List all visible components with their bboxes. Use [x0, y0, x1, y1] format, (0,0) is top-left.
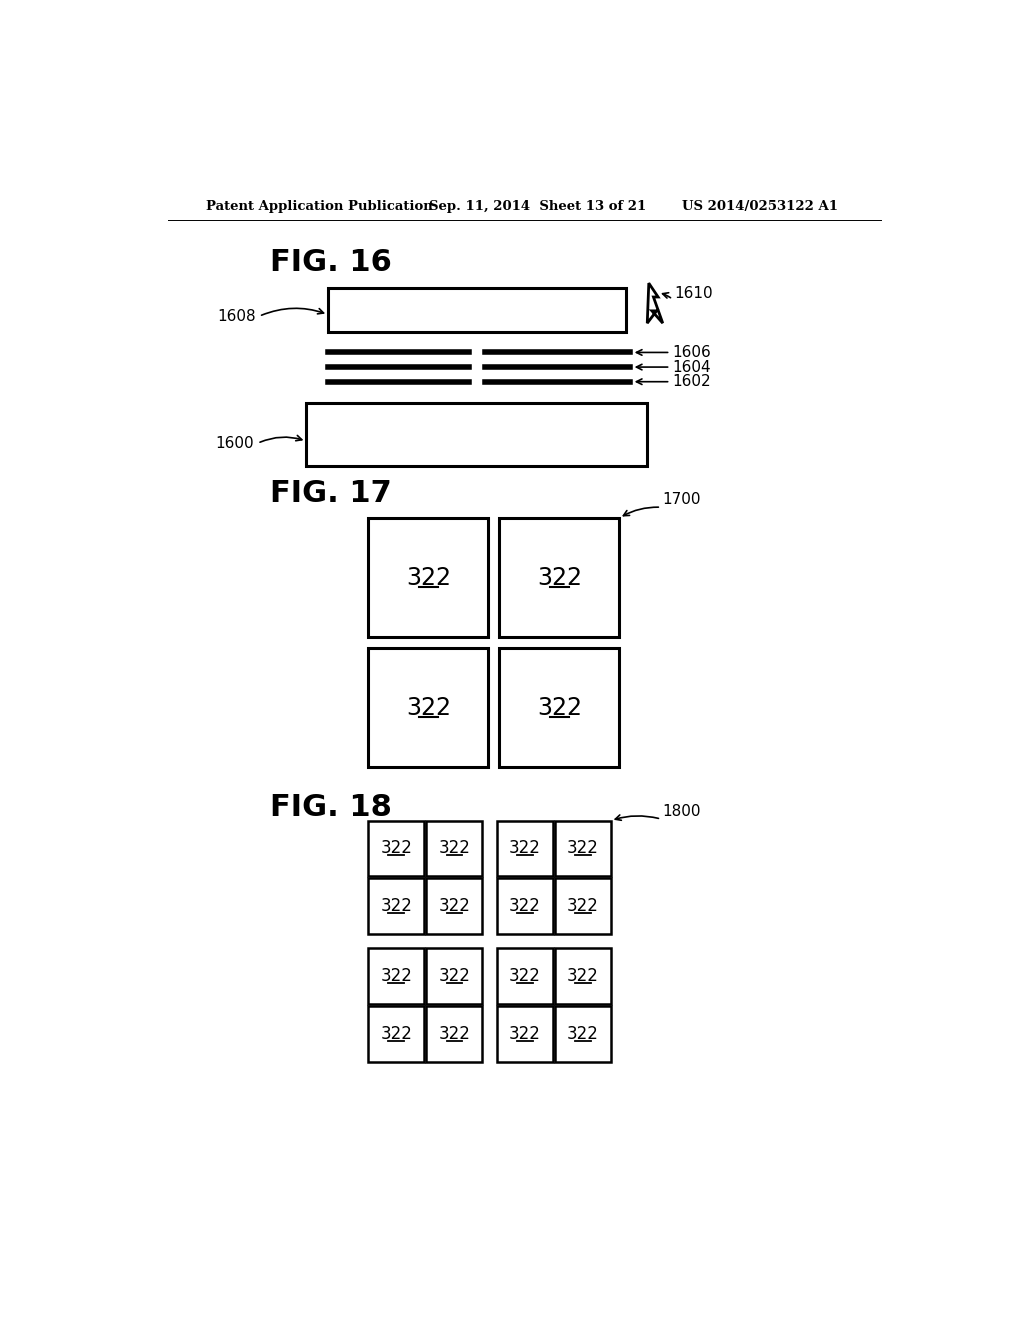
Text: 322: 322	[537, 696, 582, 719]
Bar	[497, 948, 553, 1003]
Text: 322: 322	[380, 1024, 412, 1043]
Text: FIG. 16: FIG. 16	[270, 248, 392, 277]
Text: 1610: 1610	[675, 285, 713, 301]
Text: 322: 322	[438, 898, 470, 915]
Bar	[369, 648, 488, 767]
Bar	[369, 1006, 424, 1061]
Text: 322: 322	[406, 566, 451, 590]
Bar	[369, 821, 424, 876]
Text: 1604: 1604	[672, 359, 711, 375]
Polygon shape	[647, 284, 663, 323]
Bar	[426, 878, 482, 933]
Bar	[497, 821, 553, 876]
Text: 322: 322	[567, 968, 599, 985]
Bar	[555, 948, 611, 1003]
Text: FIG. 18: FIG. 18	[270, 793, 392, 822]
Bar	[426, 821, 482, 876]
Text: 1700: 1700	[663, 492, 701, 507]
Text: 322: 322	[438, 968, 470, 985]
Text: Patent Application Publication: Patent Application Publication	[206, 199, 432, 213]
Bar	[426, 1006, 482, 1061]
Text: 322: 322	[509, 968, 541, 985]
Bar	[555, 821, 611, 876]
Bar	[500, 517, 620, 638]
Text: 1800: 1800	[663, 804, 701, 818]
Text: 322: 322	[537, 566, 582, 590]
Text: 322: 322	[567, 840, 599, 857]
Bar	[306, 404, 647, 466]
Bar	[328, 288, 627, 333]
Bar	[497, 1006, 553, 1061]
Bar	[369, 948, 424, 1003]
Text: 322: 322	[380, 968, 412, 985]
Text: 322: 322	[509, 840, 541, 857]
Bar	[426, 948, 482, 1003]
Text: 1606: 1606	[672, 345, 711, 360]
Text: 322: 322	[380, 840, 412, 857]
Bar	[369, 517, 488, 638]
Text: Sep. 11, 2014  Sheet 13 of 21: Sep. 11, 2014 Sheet 13 of 21	[429, 199, 646, 213]
Text: 322: 322	[406, 696, 451, 719]
Text: 322: 322	[438, 1024, 470, 1043]
Text: 322: 322	[567, 1024, 599, 1043]
Text: FIG. 17: FIG. 17	[270, 479, 391, 508]
Bar	[500, 648, 620, 767]
Text: 1600: 1600	[216, 436, 254, 451]
Text: 1608: 1608	[217, 309, 256, 323]
Bar	[555, 1006, 611, 1061]
Text: 322: 322	[567, 898, 599, 915]
Text: 1602: 1602	[672, 374, 711, 389]
Text: 322: 322	[509, 898, 541, 915]
Bar	[555, 878, 611, 933]
Text: 322: 322	[380, 898, 412, 915]
Bar	[369, 878, 424, 933]
Bar	[497, 878, 553, 933]
Text: US 2014/0253122 A1: US 2014/0253122 A1	[682, 199, 838, 213]
Text: 322: 322	[509, 1024, 541, 1043]
Text: 322: 322	[438, 840, 470, 857]
